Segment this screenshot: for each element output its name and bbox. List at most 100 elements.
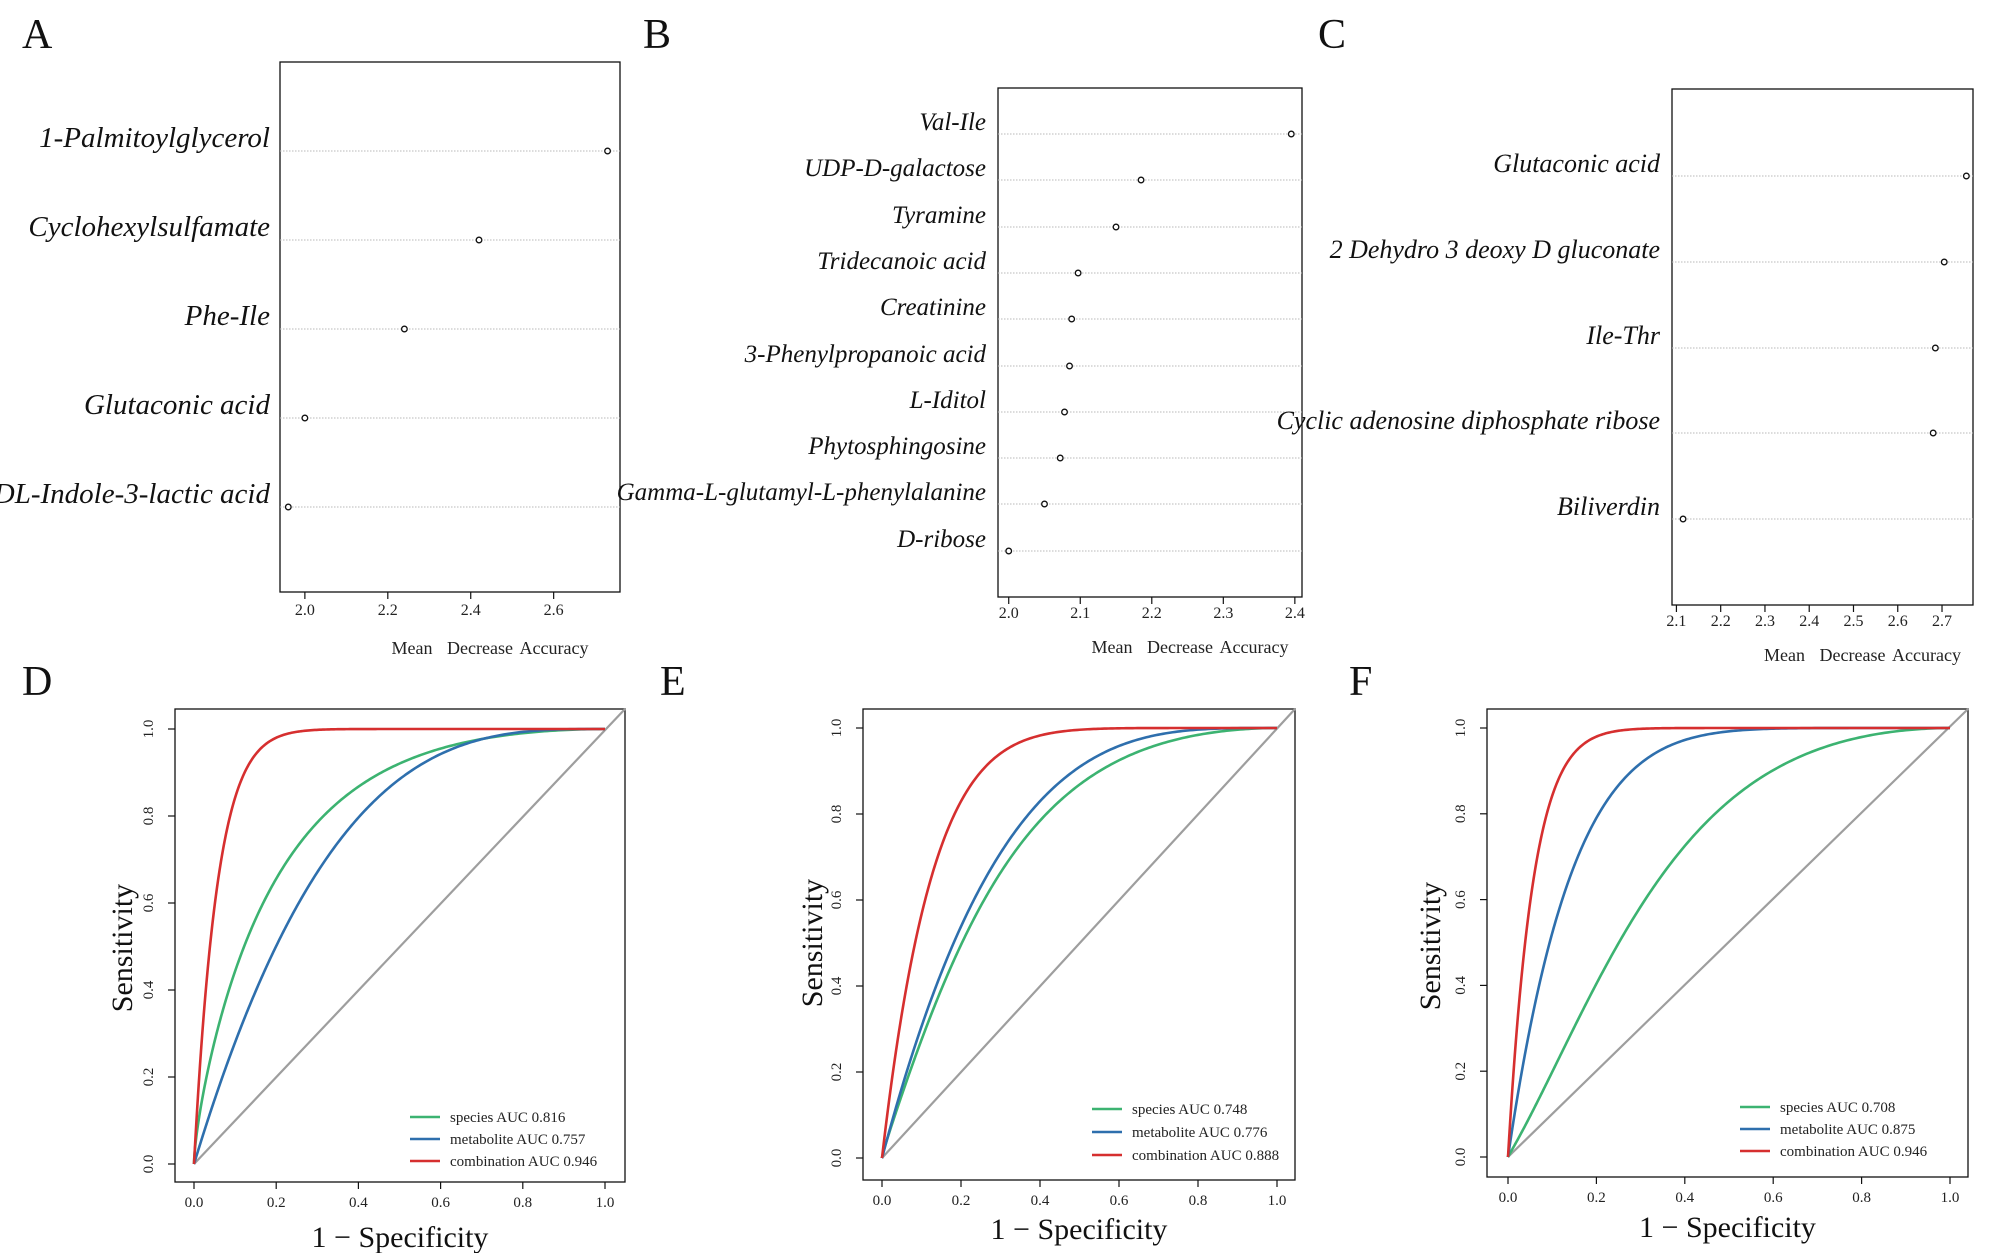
panel-letter-E: E	[660, 659, 686, 705]
x-axis-label: 1 − Specificity	[991, 1213, 1168, 1246]
data-point	[1940, 258, 1948, 266]
panel-letter-F: F	[1349, 659, 1372, 705]
metabolite-label: 3-Phenylpropanoic acid	[744, 341, 987, 368]
data-point	[1962, 172, 1970, 180]
metabolite-label: Phytosphingosine	[807, 433, 986, 460]
y-axis-label: Sensitivity	[106, 884, 139, 1012]
x-tick-label: 0.2	[267, 1195, 286, 1211]
panel-letter-B: B	[643, 12, 671, 58]
y-tick-label: 0.2	[829, 1063, 845, 1082]
y-tick-label: 0.4	[829, 976, 845, 995]
data-point	[1068, 315, 1076, 323]
legend-entry-species: species AUC 0.708	[1780, 1100, 1895, 1116]
y-tick-label: 0.6	[1453, 890, 1469, 909]
x-tick-label: 0.8	[1189, 1193, 1208, 1209]
x-axis-label: Mean	[392, 638, 433, 658]
legend-entry-combination: combination AUC 0.946	[450, 1154, 598, 1170]
data-point	[284, 503, 292, 511]
legend-entry-metabolite: metabolite AUC 0.757	[450, 1132, 586, 1148]
y-tick-label: 0.0	[829, 1149, 845, 1168]
x-tick-label: 2.7	[1932, 613, 1952, 630]
data-point	[1074, 269, 1082, 277]
roc-curve-combination	[880, 726, 1277, 1159]
x-tick-label: 2.2	[1711, 613, 1731, 630]
x-axis-label: 1 − Specificity	[1639, 1211, 1816, 1244]
x-tick-label: 2.4	[1799, 613, 1819, 630]
x-tick-label: 0.6	[1764, 1190, 1783, 1206]
x-tick-label: 2.2	[1142, 605, 1162, 622]
y-tick-label: 1.0	[1453, 719, 1469, 738]
y-tick-label: 0.6	[829, 890, 845, 909]
data-point	[1041, 500, 1048, 508]
x-axis-label: Decrease	[1820, 645, 1886, 665]
metabolite-label: Cyclohexylsulfamate	[28, 211, 270, 243]
plot-frame	[1486, 708, 1969, 1178]
metabolite-label: Cyclic adenosine diphosphate ribose	[1277, 406, 1660, 435]
x-tick-label: 2.4	[1285, 605, 1305, 622]
data-point	[1931, 344, 1939, 352]
y-axis-label: Sensitivity	[1414, 882, 1447, 1010]
x-tick-label: 0.6	[431, 1195, 450, 1211]
metabolite-label: Creatinine	[880, 294, 986, 321]
legend-entry-combination: combination AUC 0.888	[1132, 1148, 1279, 1164]
diagonal-reference	[881, 708, 1296, 1159]
y-tick-label: 0.2	[141, 1068, 157, 1087]
metabolite-label: Val-Ile	[919, 109, 986, 136]
metabolite-label: Phe-Ile	[184, 300, 270, 332]
x-axis-label: Accuracy	[1220, 637, 1289, 657]
x-tick-label: 2.1	[1666, 613, 1686, 630]
x-tick-label: 1.0	[1268, 1193, 1287, 1209]
panel-E: E 0.0 0.0 0.2 0.2 0.4 0.4 0.6 0.6 0.8 0.8 1.0 1.0 spe…	[660, 659, 1296, 1246]
data-point	[1137, 176, 1145, 184]
legend-entry-species: species AUC 0.748	[1132, 1102, 1247, 1118]
x-tick-label: 2.5	[1843, 613, 1863, 630]
roc-curve-species	[1506, 726, 1951, 1158]
panel-D: D 0.0 0.0 0.2 0.2 0.4 0.4 0.6 0.6 0.8 0.8 1.0 1.0 spe…	[22, 659, 626, 1253]
panel-letter-D: D	[22, 659, 52, 705]
x-tick-label: 1.0	[596, 1195, 615, 1211]
panel-F: F 0.0 0.0 0.2 0.2 0.4 0.4 0.6 0.6 0.8 0.8 1.0 1.0 spe…	[1349, 659, 1969, 1244]
data-point	[1061, 408, 1068, 416]
metabolite-label: Glutaconic acid	[84, 389, 271, 421]
x-tick-label: 2.6	[1888, 613, 1908, 630]
x-axis-label: Decrease	[447, 638, 513, 658]
x-axis-label: Accuracy	[1892, 645, 1961, 665]
y-tick-label: 0.0	[141, 1155, 157, 1174]
metabolite-label: Glutaconic acid	[1493, 149, 1661, 178]
x-tick-label: 2.4	[461, 602, 481, 619]
y-tick-label: 0.8	[141, 807, 157, 826]
metabolite-label: Gamma-L-glutamyl-L-phenylalanine	[617, 479, 986, 506]
diagonal-reference	[1507, 708, 1969, 1158]
x-tick-label: 0.6	[1110, 1193, 1129, 1209]
x-tick-label: 1.0	[1941, 1190, 1960, 1206]
metabolite-label: 1-Palmitoylglycerol	[39, 122, 270, 154]
panel-A: A 1-Palmitoylglycerol Cyclohexylsulfamate P…	[0, 12, 621, 658]
x-axis-label: Decrease	[1147, 637, 1213, 657]
legend-entry-metabolite: metabolite AUC 0.875	[1780, 1122, 1915, 1138]
roc-curve-metabolite	[880, 726, 1277, 1159]
metabolite-label: L-Iditol	[909, 387, 986, 414]
data-point	[1112, 223, 1120, 231]
x-tick-label: 0.8	[1852, 1190, 1871, 1206]
x-tick-label: 0.2	[952, 1193, 971, 1209]
x-tick-label: 2.2	[378, 602, 398, 619]
x-tick-label: 2.0	[295, 602, 315, 619]
data-point	[1005, 547, 1013, 555]
metabolite-label: Tridecanoic acid	[817, 248, 986, 275]
data-point	[1287, 130, 1295, 138]
x-axis-label: Mean	[1092, 637, 1133, 657]
plot-frame	[997, 87, 1303, 598]
x-axis-label: Accuracy	[520, 638, 589, 658]
y-tick-label: 0.0	[1453, 1148, 1469, 1167]
plot-frame	[862, 708, 1296, 1181]
y-tick-label: 0.8	[829, 805, 845, 824]
y-tick-label: 0.4	[141, 980, 157, 999]
metabolite-label: Ile-Thr	[1585, 321, 1661, 350]
data-point	[1056, 454, 1064, 462]
y-tick-label: 0.8	[1453, 804, 1469, 823]
data-point	[1679, 515, 1687, 523]
metabolite-label: D-ribose	[896, 526, 986, 553]
x-tick-label: 0.0	[1499, 1190, 1518, 1206]
data-point	[400, 325, 408, 333]
